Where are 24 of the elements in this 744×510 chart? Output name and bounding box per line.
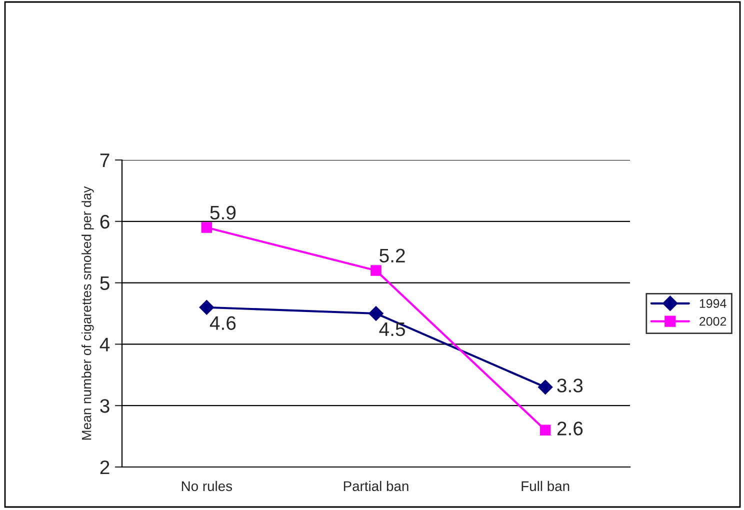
x-tick-label: No rules: [182, 480, 232, 492]
y-axis-title: Mean number of cigarettes smoked per day: [82, 186, 94, 440]
y-tick-label: 7: [100, 154, 110, 168]
data-label: 4.6: [210, 316, 236, 330]
point: [540, 424, 551, 436]
data-label: 2.6: [557, 422, 583, 436]
y-tick-label: 6: [100, 214, 110, 229]
data-label: 3.3: [557, 378, 583, 392]
point: [201, 222, 212, 233]
y-tick-label: 5: [100, 276, 110, 290]
legend-label: 2002: [700, 316, 726, 326]
y-tick-label: 2: [100, 460, 110, 474]
data-label: 4.5: [379, 322, 405, 336]
y-tick-label: 4: [100, 338, 110, 352]
legend-label: 1994: [700, 299, 726, 308]
point: [538, 380, 553, 395]
data-label: 5.2: [380, 248, 405, 263]
x-tick-label: Partial ban: [344, 480, 408, 492]
data-label: 5.9: [210, 206, 236, 220]
y-tick-label: 3: [100, 399, 110, 413]
point: [370, 265, 382, 276]
point: [368, 306, 384, 321]
x-tick-label: Full ban: [522, 480, 570, 492]
point: [199, 300, 214, 315]
